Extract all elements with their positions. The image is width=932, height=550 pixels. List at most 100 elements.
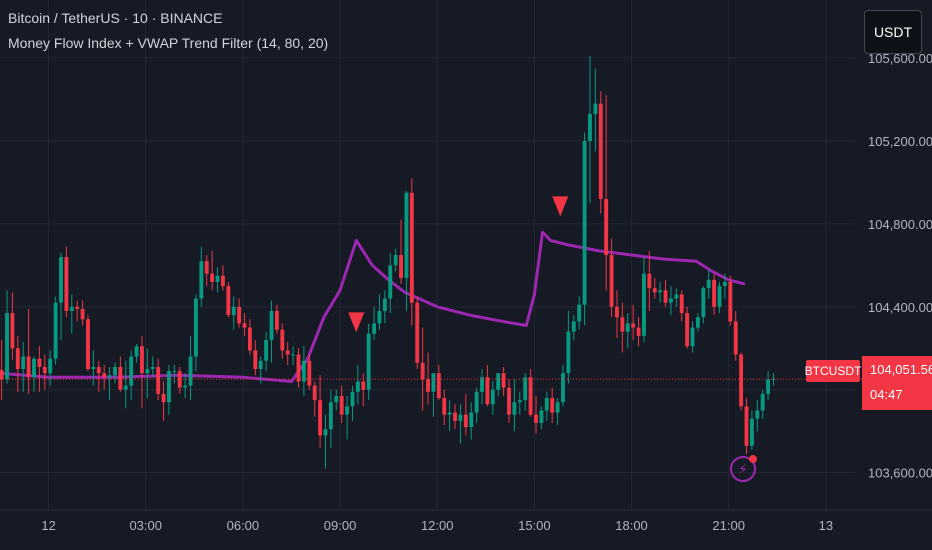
candle-body [485, 377, 490, 405]
candle-body [264, 340, 269, 361]
symbol-price-label: BTCUSDT [805, 360, 861, 382]
candle-body [156, 366, 161, 394]
candle-body [507, 387, 511, 415]
candle-body [620, 317, 625, 332]
candle-body [59, 257, 63, 303]
candle-body [296, 354, 301, 382]
candle-body [37, 358, 42, 367]
indicator-title[interactable]: Money Flow Index + VWAP Trend Filter (14… [8, 35, 329, 51]
price-scale[interactable]: 105,600.00 105,200.00 104,800.00 104,400.00… [868, 51, 932, 481]
candle-body [528, 377, 533, 415]
candle-body [258, 360, 263, 370]
time-axis-label: 13 [819, 518, 833, 533]
grid [0, 0, 855, 510]
lightning-glyph-icon: ⚡ [738, 460, 748, 477]
candle-body [728, 281, 733, 322]
candle-body [436, 373, 441, 399]
candle-body [226, 286, 231, 316]
candle-body [301, 360, 306, 382]
candle-body [269, 310, 274, 340]
candle-body [582, 140, 587, 305]
candle-body [80, 308, 85, 320]
candle-body [615, 306, 619, 318]
candle-body [253, 350, 258, 370]
candle-body [404, 192, 409, 278]
candle-body [577, 304, 582, 322]
lightning-alert-icon[interactable]: ⚡ [730, 455, 757, 482]
candle-body [501, 373, 506, 388]
candle-body [274, 310, 279, 330]
symbol-title[interactable]: Bitcoin / TetherUS · 10 · BINANCE [8, 10, 223, 26]
candle-body [658, 290, 663, 293]
candle-body [604, 199, 609, 255]
candle-body [26, 356, 31, 378]
candle-body [609, 255, 614, 307]
time-axis-label: 18:00 [615, 518, 648, 533]
candle-body [64, 257, 69, 311]
candle-body [631, 323, 636, 328]
candle-body [431, 373, 436, 392]
candle-body [96, 366, 101, 374]
candle-body [188, 356, 193, 386]
time-axis-label: 21:00 [712, 518, 745, 533]
candle-body [134, 346, 139, 357]
time-axis[interactable]: 12 03:00 06:00 09:00 12:00 15:00 18:00 21:00 13 [0, 509, 932, 533]
candle-body [598, 103, 603, 200]
candle-body [771, 378, 776, 380]
candle-body [690, 327, 695, 347]
candle-body [409, 192, 414, 303]
candle-body [426, 379, 430, 392]
candle-body [463, 414, 468, 428]
candle-body [118, 366, 123, 390]
alert-dot-icon [749, 455, 757, 463]
candle-body [399, 255, 403, 278]
candle-body [647, 273, 652, 289]
currency-button[interactable]: USDT [864, 10, 922, 54]
candle-body [372, 323, 377, 334]
candle-body [755, 410, 760, 419]
candle-body [739, 354, 744, 407]
candle-body [701, 288, 706, 318]
candle-body [355, 381, 360, 392]
candle-body [453, 412, 457, 421]
candle-body [91, 366, 96, 370]
time-axis-label: 12:00 [421, 518, 454, 533]
candle-body [150, 366, 155, 370]
candle-body [377, 310, 382, 324]
candle-body [668, 298, 673, 303]
candle-body [0, 370, 4, 380]
candle-body [566, 331, 571, 374]
candle-body [749, 418, 754, 446]
candle-body [86, 319, 90, 370]
candle-body [183, 385, 188, 388]
price-scale-label: 104,400.00 [868, 300, 932, 315]
candle-body [199, 261, 204, 299]
candle-body [204, 261, 209, 274]
candle-body [420, 362, 425, 380]
candle-body [123, 385, 128, 390]
candle-body [733, 321, 738, 355]
price-scale-label: 105,200.00 [868, 134, 932, 149]
candle-body [722, 281, 727, 287]
candle-body [388, 265, 393, 299]
candle-body [328, 402, 333, 430]
candle-body [469, 412, 474, 428]
candle-body [102, 373, 107, 378]
candle-body [685, 313, 690, 347]
candle-body [107, 375, 112, 378]
candle-body [15, 348, 20, 370]
candle-body [534, 414, 538, 423]
sell-signals-layer [348, 196, 569, 333]
candle-body [172, 371, 177, 373]
candle-body [32, 358, 36, 378]
candle-body [247, 327, 252, 351]
candle-body [339, 395, 344, 415]
candle-body [458, 414, 463, 421]
candle-body [539, 410, 544, 423]
price-scale-label: 104,800.00 [868, 217, 932, 232]
candle-body [695, 317, 700, 328]
candle-body [593, 103, 598, 115]
candle-body [21, 356, 26, 370]
candle-body [663, 290, 668, 303]
